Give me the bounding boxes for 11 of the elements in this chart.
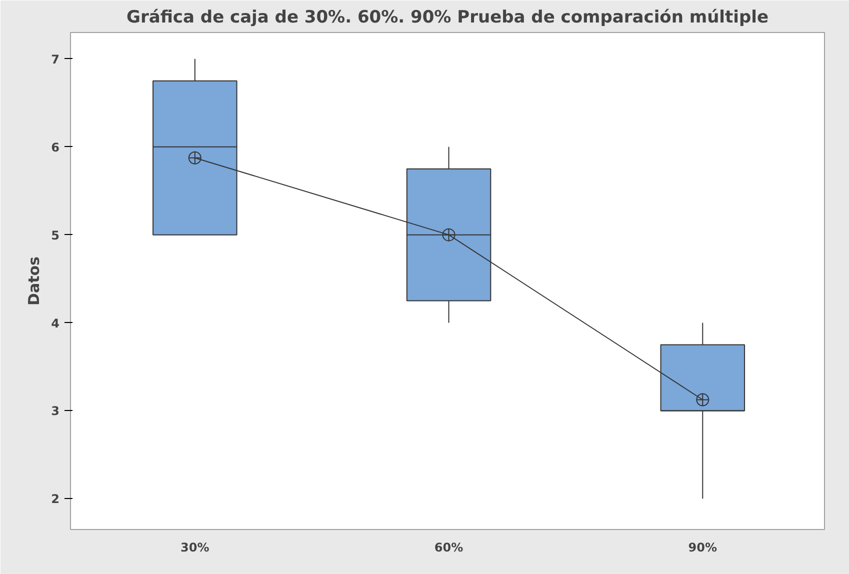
chart-title: Gráfica de caja de 30%. 60%. 90% Prueba de comparación múltiple	[126, 8, 768, 28]
y-tick-label: 3	[51, 404, 60, 418]
y-axis-title: Datos	[25, 256, 44, 306]
y-tick-label: 6	[51, 140, 60, 154]
y-tick-label: 4	[51, 316, 60, 330]
x-tick-label: 60%	[434, 540, 464, 554]
y-tick-label: 2	[51, 492, 60, 506]
x-tick-label: 30%	[180, 540, 210, 554]
y-tick-label: 7	[51, 52, 60, 66]
y-tick-label: 5	[51, 228, 60, 242]
x-tick-label: 90%	[688, 540, 718, 554]
